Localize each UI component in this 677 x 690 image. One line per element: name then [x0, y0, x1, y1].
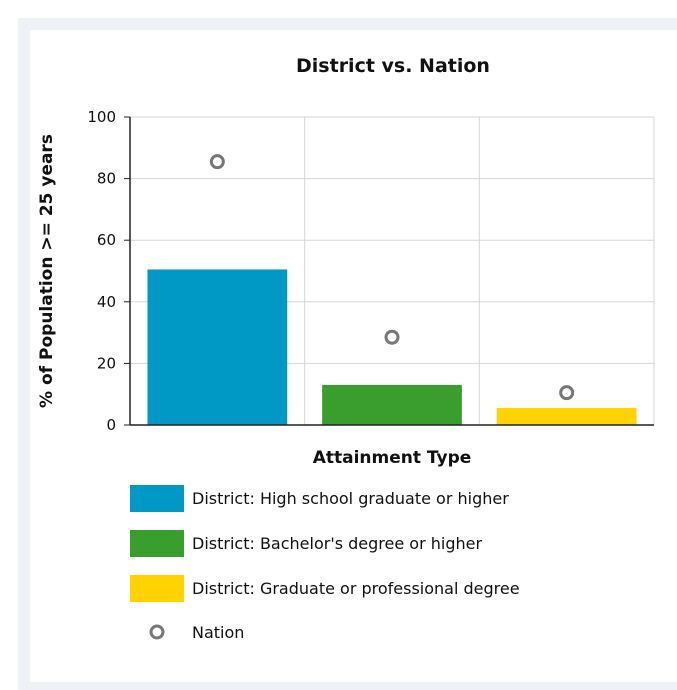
y-axis-title: % of Population >= 25 years — [37, 134, 57, 408]
nation-point-2 — [559, 385, 575, 401]
y-tick-label-1: 20 — [97, 354, 116, 372]
chart-title: District vs. Nation — [296, 55, 490, 77]
bars-group — [147, 269, 637, 425]
legend: District: High school graduate or higher… — [130, 485, 520, 642]
legend-label-1: District: Bachelor's degree or higher — [192, 534, 482, 553]
chart-panel — [30, 30, 677, 682]
y-tick-label-5: 100 — [87, 108, 116, 126]
bar-0 — [147, 269, 288, 425]
bar-2 — [496, 408, 637, 425]
legend-label-0: District: High school graduate or higher — [192, 489, 509, 508]
nation-point-0 — [209, 154, 225, 170]
y-tick-label-4: 80 — [97, 170, 116, 188]
bar-1 — [322, 384, 462, 425]
legend-swatch-0 — [130, 485, 184, 512]
legend-swatch-nation — [149, 624, 165, 640]
nation-point-1 — [384, 329, 400, 345]
nation-points-group — [209, 154, 575, 401]
legend-label-nation: Nation — [192, 623, 244, 642]
legend-swatch-1 — [130, 530, 184, 557]
y-tick-label-3: 60 — [97, 231, 116, 249]
legend-swatch-2 — [130, 575, 184, 602]
axes-group: 0 20 40 60 80 100 — [87, 108, 654, 434]
y-tick-label-2: 40 — [97, 293, 116, 311]
x-axis-title: Attainment Type — [313, 448, 472, 468]
y-tick-label-0: 0 — [106, 416, 116, 434]
legend-label-2: District: Graduate or professional degre… — [192, 579, 520, 598]
